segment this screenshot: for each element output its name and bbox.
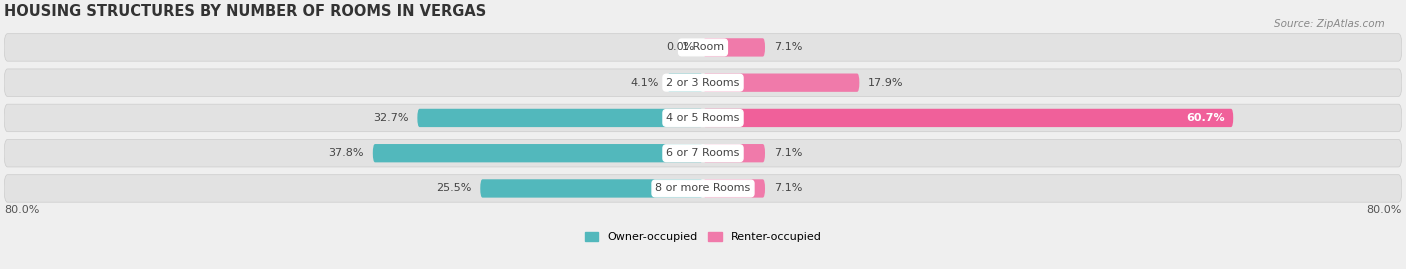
FancyBboxPatch shape xyxy=(668,73,703,92)
FancyBboxPatch shape xyxy=(418,109,703,127)
FancyBboxPatch shape xyxy=(703,109,1233,127)
Text: HOUSING STRUCTURES BY NUMBER OF ROOMS IN VERGAS: HOUSING STRUCTURES BY NUMBER OF ROOMS IN… xyxy=(4,4,486,19)
Text: 0.0%: 0.0% xyxy=(666,43,695,52)
Text: 2 or 3 Rooms: 2 or 3 Rooms xyxy=(666,78,740,88)
Text: 37.8%: 37.8% xyxy=(329,148,364,158)
Legend: Owner-occupied, Renter-occupied: Owner-occupied, Renter-occupied xyxy=(581,228,825,247)
Text: 4.1%: 4.1% xyxy=(630,78,658,88)
FancyBboxPatch shape xyxy=(4,175,1402,202)
Text: 7.1%: 7.1% xyxy=(773,43,803,52)
Text: 80.0%: 80.0% xyxy=(1367,205,1402,215)
Text: 17.9%: 17.9% xyxy=(868,78,904,88)
Text: 7.1%: 7.1% xyxy=(773,183,803,193)
Text: 60.7%: 60.7% xyxy=(1185,113,1225,123)
Text: Source: ZipAtlas.com: Source: ZipAtlas.com xyxy=(1274,19,1385,29)
Text: 8 or more Rooms: 8 or more Rooms xyxy=(655,183,751,193)
FancyBboxPatch shape xyxy=(703,144,765,162)
FancyBboxPatch shape xyxy=(373,144,703,162)
Text: 7.1%: 7.1% xyxy=(773,148,803,158)
FancyBboxPatch shape xyxy=(703,179,765,198)
FancyBboxPatch shape xyxy=(4,34,1402,61)
Text: 1 Room: 1 Room xyxy=(682,43,724,52)
FancyBboxPatch shape xyxy=(481,179,703,198)
Text: 80.0%: 80.0% xyxy=(4,205,39,215)
FancyBboxPatch shape xyxy=(4,139,1402,167)
FancyBboxPatch shape xyxy=(4,69,1402,96)
Text: 32.7%: 32.7% xyxy=(373,113,409,123)
Text: 6 or 7 Rooms: 6 or 7 Rooms xyxy=(666,148,740,158)
FancyBboxPatch shape xyxy=(703,38,765,56)
Text: 4 or 5 Rooms: 4 or 5 Rooms xyxy=(666,113,740,123)
Text: 25.5%: 25.5% xyxy=(436,183,471,193)
FancyBboxPatch shape xyxy=(703,73,859,92)
FancyBboxPatch shape xyxy=(4,104,1402,132)
